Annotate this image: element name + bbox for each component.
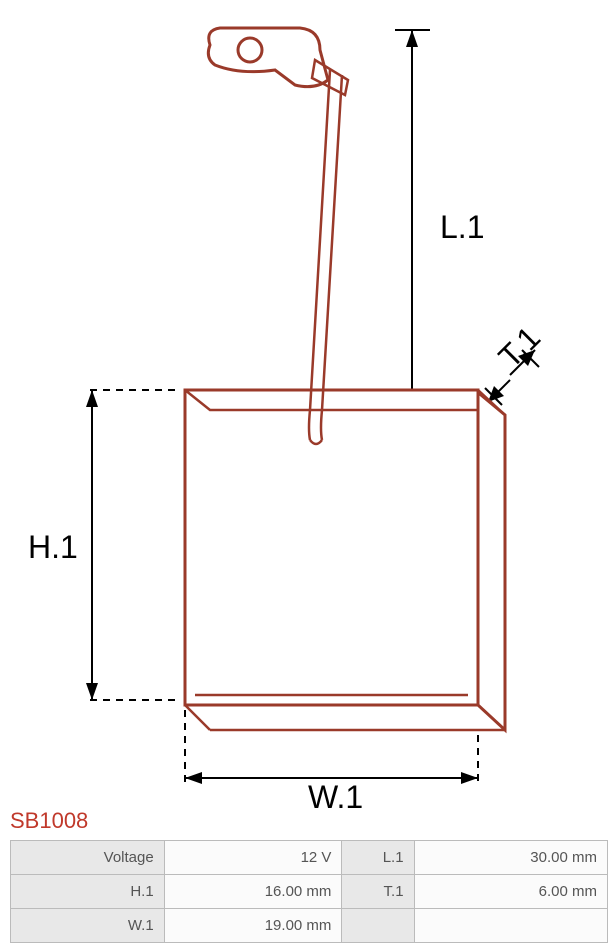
label-L1: L.1 [440,209,484,245]
spec-label: H.1 [11,875,165,909]
label-H1: H.1 [28,529,78,565]
spec-value [414,909,607,943]
spec-label: Voltage [11,841,165,875]
technical-diagram: L.1 T.1 H.1 W.1 [0,0,608,800]
spec-value: 6.00 mm [414,875,607,909]
spec-label: L.1 [342,841,414,875]
spec-label: W.1 [11,909,165,943]
spec-value: 30.00 mm [414,841,607,875]
spec-value: 12 V [164,841,342,875]
spec-table: Voltage 12 V L.1 30.00 mm H.1 16.00 mm T… [10,840,608,943]
label-W1: W.1 [308,779,363,810]
spec-value: 19.00 mm [164,909,342,943]
table-row: Voltage 12 V L.1 30.00 mm [11,841,608,875]
spec-label [342,909,414,943]
spec-value: 16.00 mm [164,875,342,909]
spec-label: T.1 [342,875,414,909]
table-row: W.1 19.00 mm [11,909,608,943]
table-row: H.1 16.00 mm T.1 6.00 mm [11,875,608,909]
